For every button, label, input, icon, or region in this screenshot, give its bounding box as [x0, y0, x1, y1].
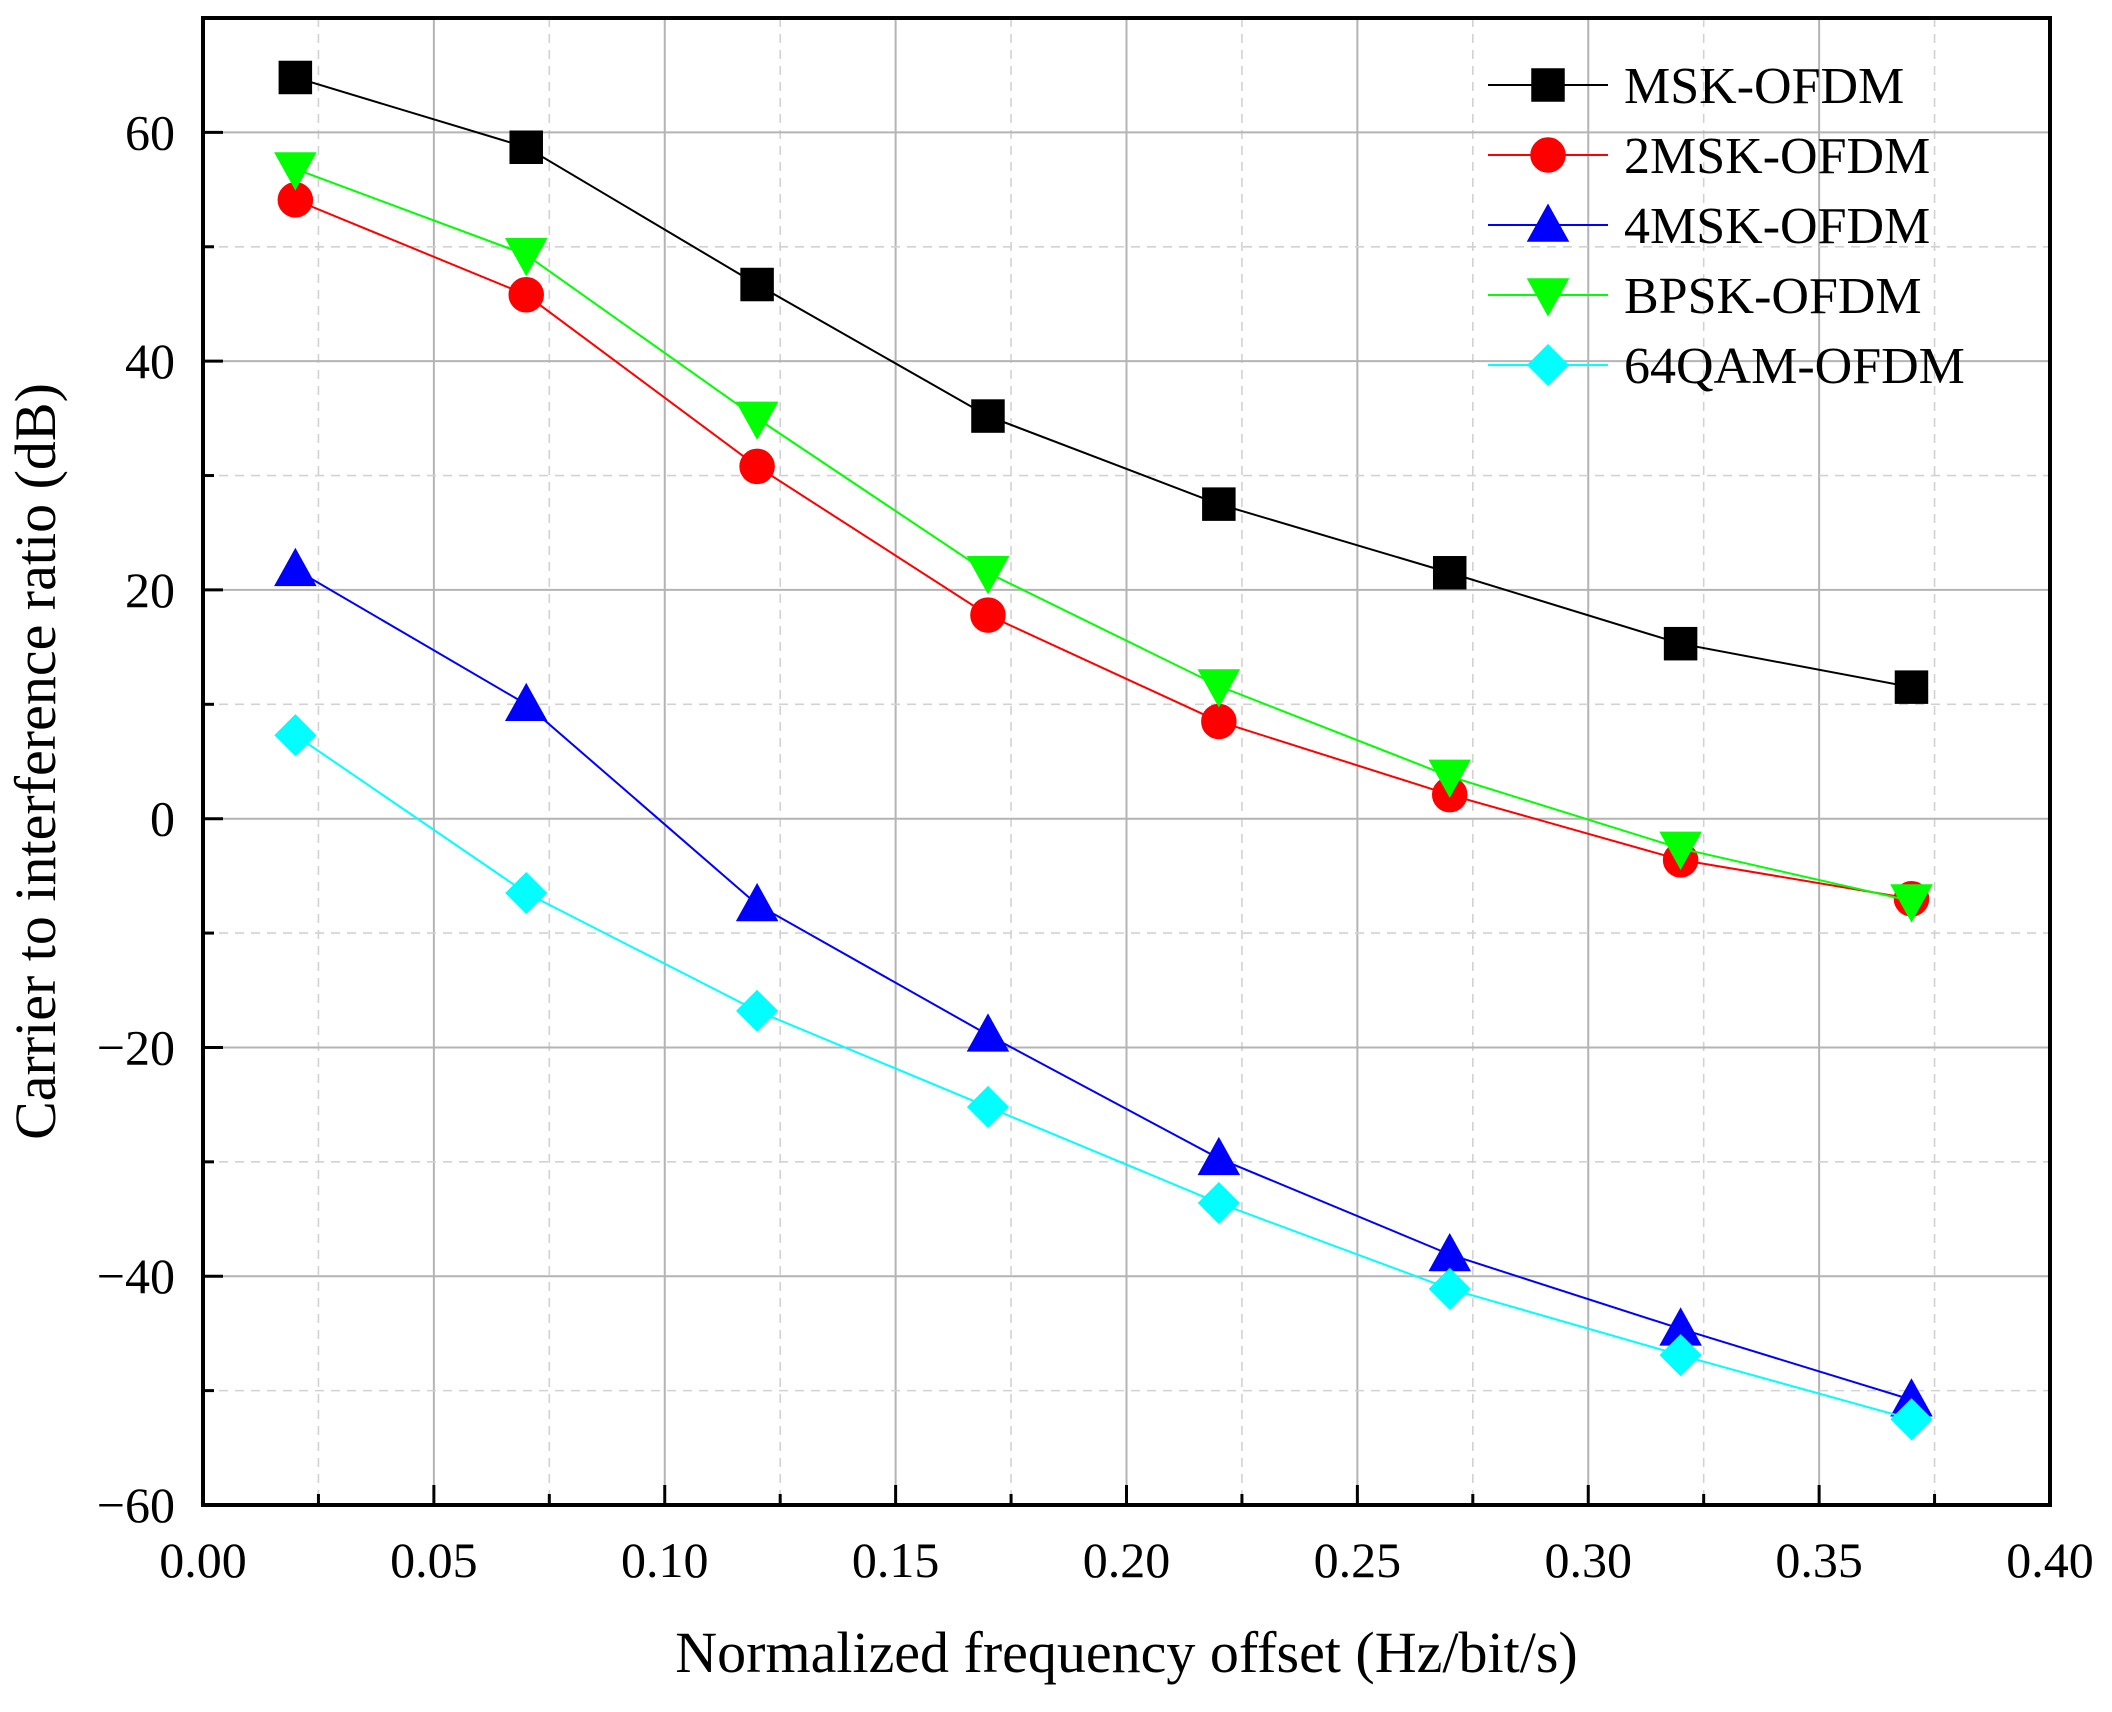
y-tick-label: −40 [97, 1248, 175, 1304]
series-msk-ofdm [278, 60, 1929, 704]
data-point [1197, 669, 1241, 708]
y-tick-label: 0 [150, 791, 175, 847]
legend-label: MSK-OFDM [1624, 58, 1904, 115]
data-point [1428, 1267, 1471, 1310]
data-point [1197, 1136, 1241, 1176]
series-line [294, 568, 1912, 1401]
data-point [508, 277, 544, 313]
series-layer [274, 60, 1933, 1441]
x-tick-label: 0.35 [1775, 1532, 1863, 1588]
data-point [735, 882, 779, 922]
series-bpsk-ofdm [274, 152, 1933, 923]
legend-label: 4MSK-OFDM [1624, 198, 1930, 255]
data-point [1894, 670, 1929, 704]
legend-item: 64QAM-OFDM [1488, 338, 1965, 395]
data-point [1663, 626, 1698, 661]
legend-marker [1531, 68, 1565, 102]
x-tick-label: 0.30 [1545, 1532, 1633, 1588]
series-line [295, 76, 1912, 689]
data-point [1201, 703, 1237, 740]
data-point [1659, 831, 1702, 870]
data-point [736, 989, 779, 1032]
y-axis-title: Carrier to interference ratio (dB) [3, 383, 68, 1140]
series-line [294, 198, 1912, 900]
y-tick-label: 60 [125, 104, 175, 160]
legend-marker [1530, 137, 1566, 173]
legend: MSK-OFDM 2MSK-OFDM 4MSK-OFDM BPSK-OFDM 64QAM… [1488, 58, 1965, 395]
data-point [1890, 1398, 1933, 1441]
data-point [1197, 1181, 1240, 1225]
x-tick-label: 0.00 [159, 1532, 247, 1588]
legend-label: BPSK-OFDM [1624, 268, 1922, 325]
legend-item: 4MSK-OFDM [1488, 198, 1930, 255]
legend-marker [1526, 203, 1570, 242]
x-axis-title: Normalized frequency offset (Hz/bit/s) [675, 1620, 1577, 1685]
data-point [966, 1085, 1010, 1129]
y-tick-label: −20 [97, 1019, 175, 1075]
data-point [970, 597, 1006, 633]
x-tick-label: 0.05 [390, 1532, 478, 1588]
series-64qam-ofdm [274, 714, 1933, 1441]
data-point [966, 556, 1010, 595]
x-tick-label: 0.20 [1083, 1532, 1171, 1588]
data-point [739, 448, 775, 485]
data-point [274, 152, 317, 191]
series-4msk-ofdm [274, 547, 1933, 1417]
legend-marker [1526, 278, 1570, 317]
x-tick-label: 0.10 [621, 1532, 709, 1588]
legend-label: 2MSK-OFDM [1624, 128, 1930, 185]
legend-item: 2MSK-OFDM [1488, 128, 1930, 185]
data-point [1659, 1334, 1702, 1377]
x-tick-label: 0.15 [852, 1532, 940, 1588]
data-point [971, 399, 1005, 433]
data-point [1202, 487, 1236, 521]
legend-label: 64QAM-OFDM [1624, 338, 1965, 395]
data-point [274, 714, 317, 757]
data-point [509, 130, 543, 165]
axis-ticks: 0.00 0.05 0.10 0.15 0.20 0.25 0.30 0.35 0.40 −60 −… [97, 16, 2094, 1588]
data-point [1428, 759, 1471, 798]
data-point [740, 267, 774, 302]
data-point [735, 401, 779, 440]
legend-item: BPSK-OFDM [1488, 268, 1922, 325]
data-point [278, 60, 313, 95]
y-tick-label: 20 [125, 562, 175, 618]
legend-item: MSK-OFDM [1488, 58, 1904, 115]
x-tick-label: 0.40 [2006, 1532, 2094, 1588]
y-tick-label: −60 [97, 1477, 175, 1533]
y-tick-label: 40 [125, 333, 175, 389]
legend-marker [1526, 343, 1570, 387]
series-line [295, 168, 1912, 903]
data-point [1432, 556, 1467, 590]
data-point [504, 682, 548, 722]
data-point [505, 871, 548, 915]
data-point [504, 238, 548, 277]
series-line [294, 734, 1912, 1421]
x-tick-label: 0.25 [1314, 1532, 1402, 1588]
data-point [966, 1013, 1010, 1052]
data-point [1890, 884, 1933, 923]
data-point [274, 547, 317, 587]
